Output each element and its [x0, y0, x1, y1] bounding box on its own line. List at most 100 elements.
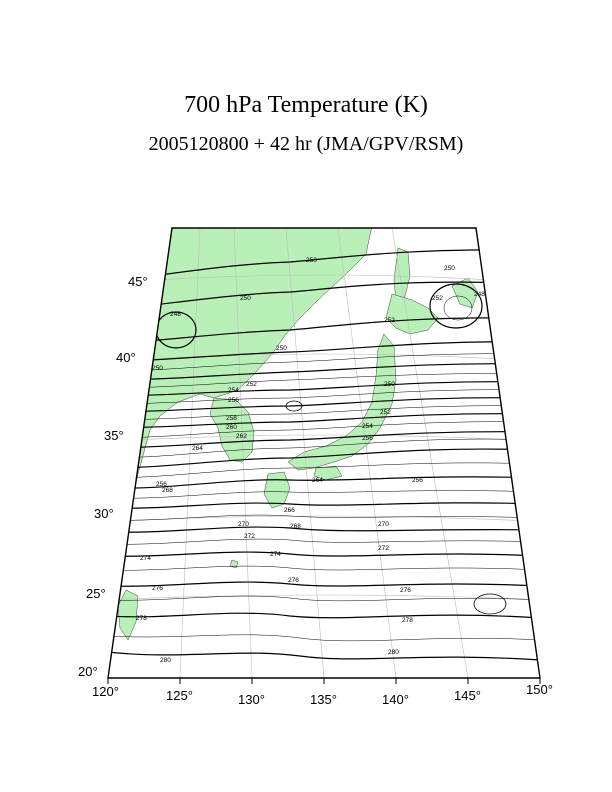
contour-label-264: 264	[192, 445, 203, 452]
contour-279	[108, 634, 540, 642]
contour-label-252-north: 252	[384, 317, 395, 324]
contour-272	[108, 526, 540, 533]
contour-label-250: 250	[240, 295, 251, 302]
contour-248	[108, 249, 540, 283]
contour-259	[108, 389, 540, 405]
land-taiwan	[117, 589, 139, 641]
lat-label-40: 40°	[116, 350, 136, 365]
map-subtitle: 2005120800 + 42 hr (JMA/GPV/RSM)	[148, 133, 464, 155]
land-layer	[108, 228, 479, 678]
contour-low-kuril	[429, 283, 483, 329]
contour-label-274: 274	[140, 555, 151, 562]
lon-label-120: 120°	[92, 684, 119, 699]
lon-labels: 120° 125° 130° 135° 140° 145° 150°	[92, 682, 553, 707]
contour-label-256-east: 256	[362, 435, 373, 442]
contour-label-254: 254	[228, 387, 239, 394]
contour-257	[108, 373, 540, 389]
contour-280	[108, 651, 540, 661]
land-ryukyu	[229, 559, 239, 569]
contour-label-266: 266	[284, 507, 295, 514]
lat-label-35: 35°	[104, 428, 124, 443]
contour-256	[108, 363, 540, 381]
contour-275	[108, 565, 540, 571]
contour-276	[108, 581, 540, 587]
lon-label-125: 125°	[166, 688, 193, 703]
contour-label-276-mid: 276	[288, 577, 299, 584]
contour-layer	[108, 249, 540, 661]
contour-label-256-pacific: 256	[412, 477, 423, 484]
contour-label-250-west: 250	[152, 365, 163, 372]
contour-274	[108, 551, 540, 557]
contour-cell-sea	[285, 400, 303, 412]
lat-labels: 20° 25° 30° 35° 40° 45°	[78, 274, 148, 679]
contour-label-262: 262	[236, 433, 247, 440]
contour-label-260: 260	[226, 424, 237, 431]
contour-250	[108, 281, 540, 311]
contour-label-248-east: 248	[474, 291, 485, 298]
contour-265	[108, 438, 540, 459]
map-title: 700 hPa Temperature (K)	[184, 92, 428, 118]
contour-label-276-east: 276	[400, 587, 411, 594]
contour-label-250-north: 250	[306, 257, 317, 264]
lat-label-25: 25°	[86, 586, 106, 601]
contour-273	[108, 538, 540, 545]
contour-269	[108, 490, 540, 499]
contour-263	[108, 421, 540, 439]
contour-262	[108, 413, 540, 429]
contour-label-272: 272	[244, 533, 255, 540]
land-hokkaido	[385, 293, 439, 335]
lat-label-20: 20°	[78, 664, 98, 679]
contour-label-270: 270	[238, 521, 249, 528]
contour-low-kuril-inner	[443, 295, 473, 321]
land-sakhalin	[393, 247, 411, 303]
contour-261	[108, 405, 540, 421]
contour-label-252: 252	[246, 381, 257, 388]
contour-270	[108, 502, 540, 509]
contour-268	[108, 476, 540, 489]
lon-label-140: 140°	[382, 692, 409, 707]
contour-label-256-west: 256	[156, 481, 167, 488]
contour-label-280-east: 280	[388, 649, 399, 656]
land-kuril	[451, 277, 479, 309]
land-shikoku	[313, 465, 343, 481]
contour-260	[108, 397, 540, 413]
contour-278	[108, 612, 540, 619]
contour-267	[108, 462, 540, 479]
contour-label-256: 256	[228, 397, 239, 404]
contour-255	[108, 353, 540, 373]
lat-label-45: 45°	[128, 274, 148, 289]
contour-254	[108, 341, 540, 363]
contour-label-250-kuril: 250	[444, 265, 455, 272]
contour-labels: 280 280 278 278 276 276 276 274 274 272 …	[136, 257, 485, 664]
contour-label-252-kuril: 252	[432, 295, 443, 302]
lon-label-130: 130°	[238, 692, 265, 707]
land-kyushu	[263, 471, 291, 509]
contour-label-264-east: 264	[312, 477, 323, 484]
lon-label-150: 150°	[526, 682, 553, 697]
contour-label-276: 276	[152, 585, 163, 592]
contour-277	[108, 595, 540, 602]
contour-cell-pacific	[473, 593, 507, 615]
contour-266	[108, 448, 540, 469]
contour-label-252-east: 252	[380, 409, 391, 416]
contour-label-250-east: 250	[384, 381, 395, 388]
contour-label-258: 258	[226, 415, 237, 422]
lat-label-30: 30°	[94, 506, 114, 521]
contour-label-278-east: 278	[402, 617, 413, 624]
contour-label-280: 280	[160, 657, 171, 664]
contour-271	[108, 514, 540, 521]
lon-label-135: 135°	[310, 692, 337, 707]
contour-label-268-mid: 268	[290, 523, 301, 530]
contour-label-268: 268	[162, 487, 173, 494]
contour-label-274-mid: 274	[270, 551, 281, 558]
contour-label-278: 278	[136, 615, 147, 622]
contour-258	[108, 381, 540, 397]
contour-label-270-east: 270	[378, 521, 389, 528]
graticule	[108, 228, 540, 678]
lon-ticks	[107, 678, 541, 684]
contour-label-250-mid: 250	[276, 345, 287, 352]
contour-label-248: 248	[170, 311, 181, 318]
contour-label-272-east: 272	[378, 545, 389, 552]
contour-264	[108, 431, 540, 449]
